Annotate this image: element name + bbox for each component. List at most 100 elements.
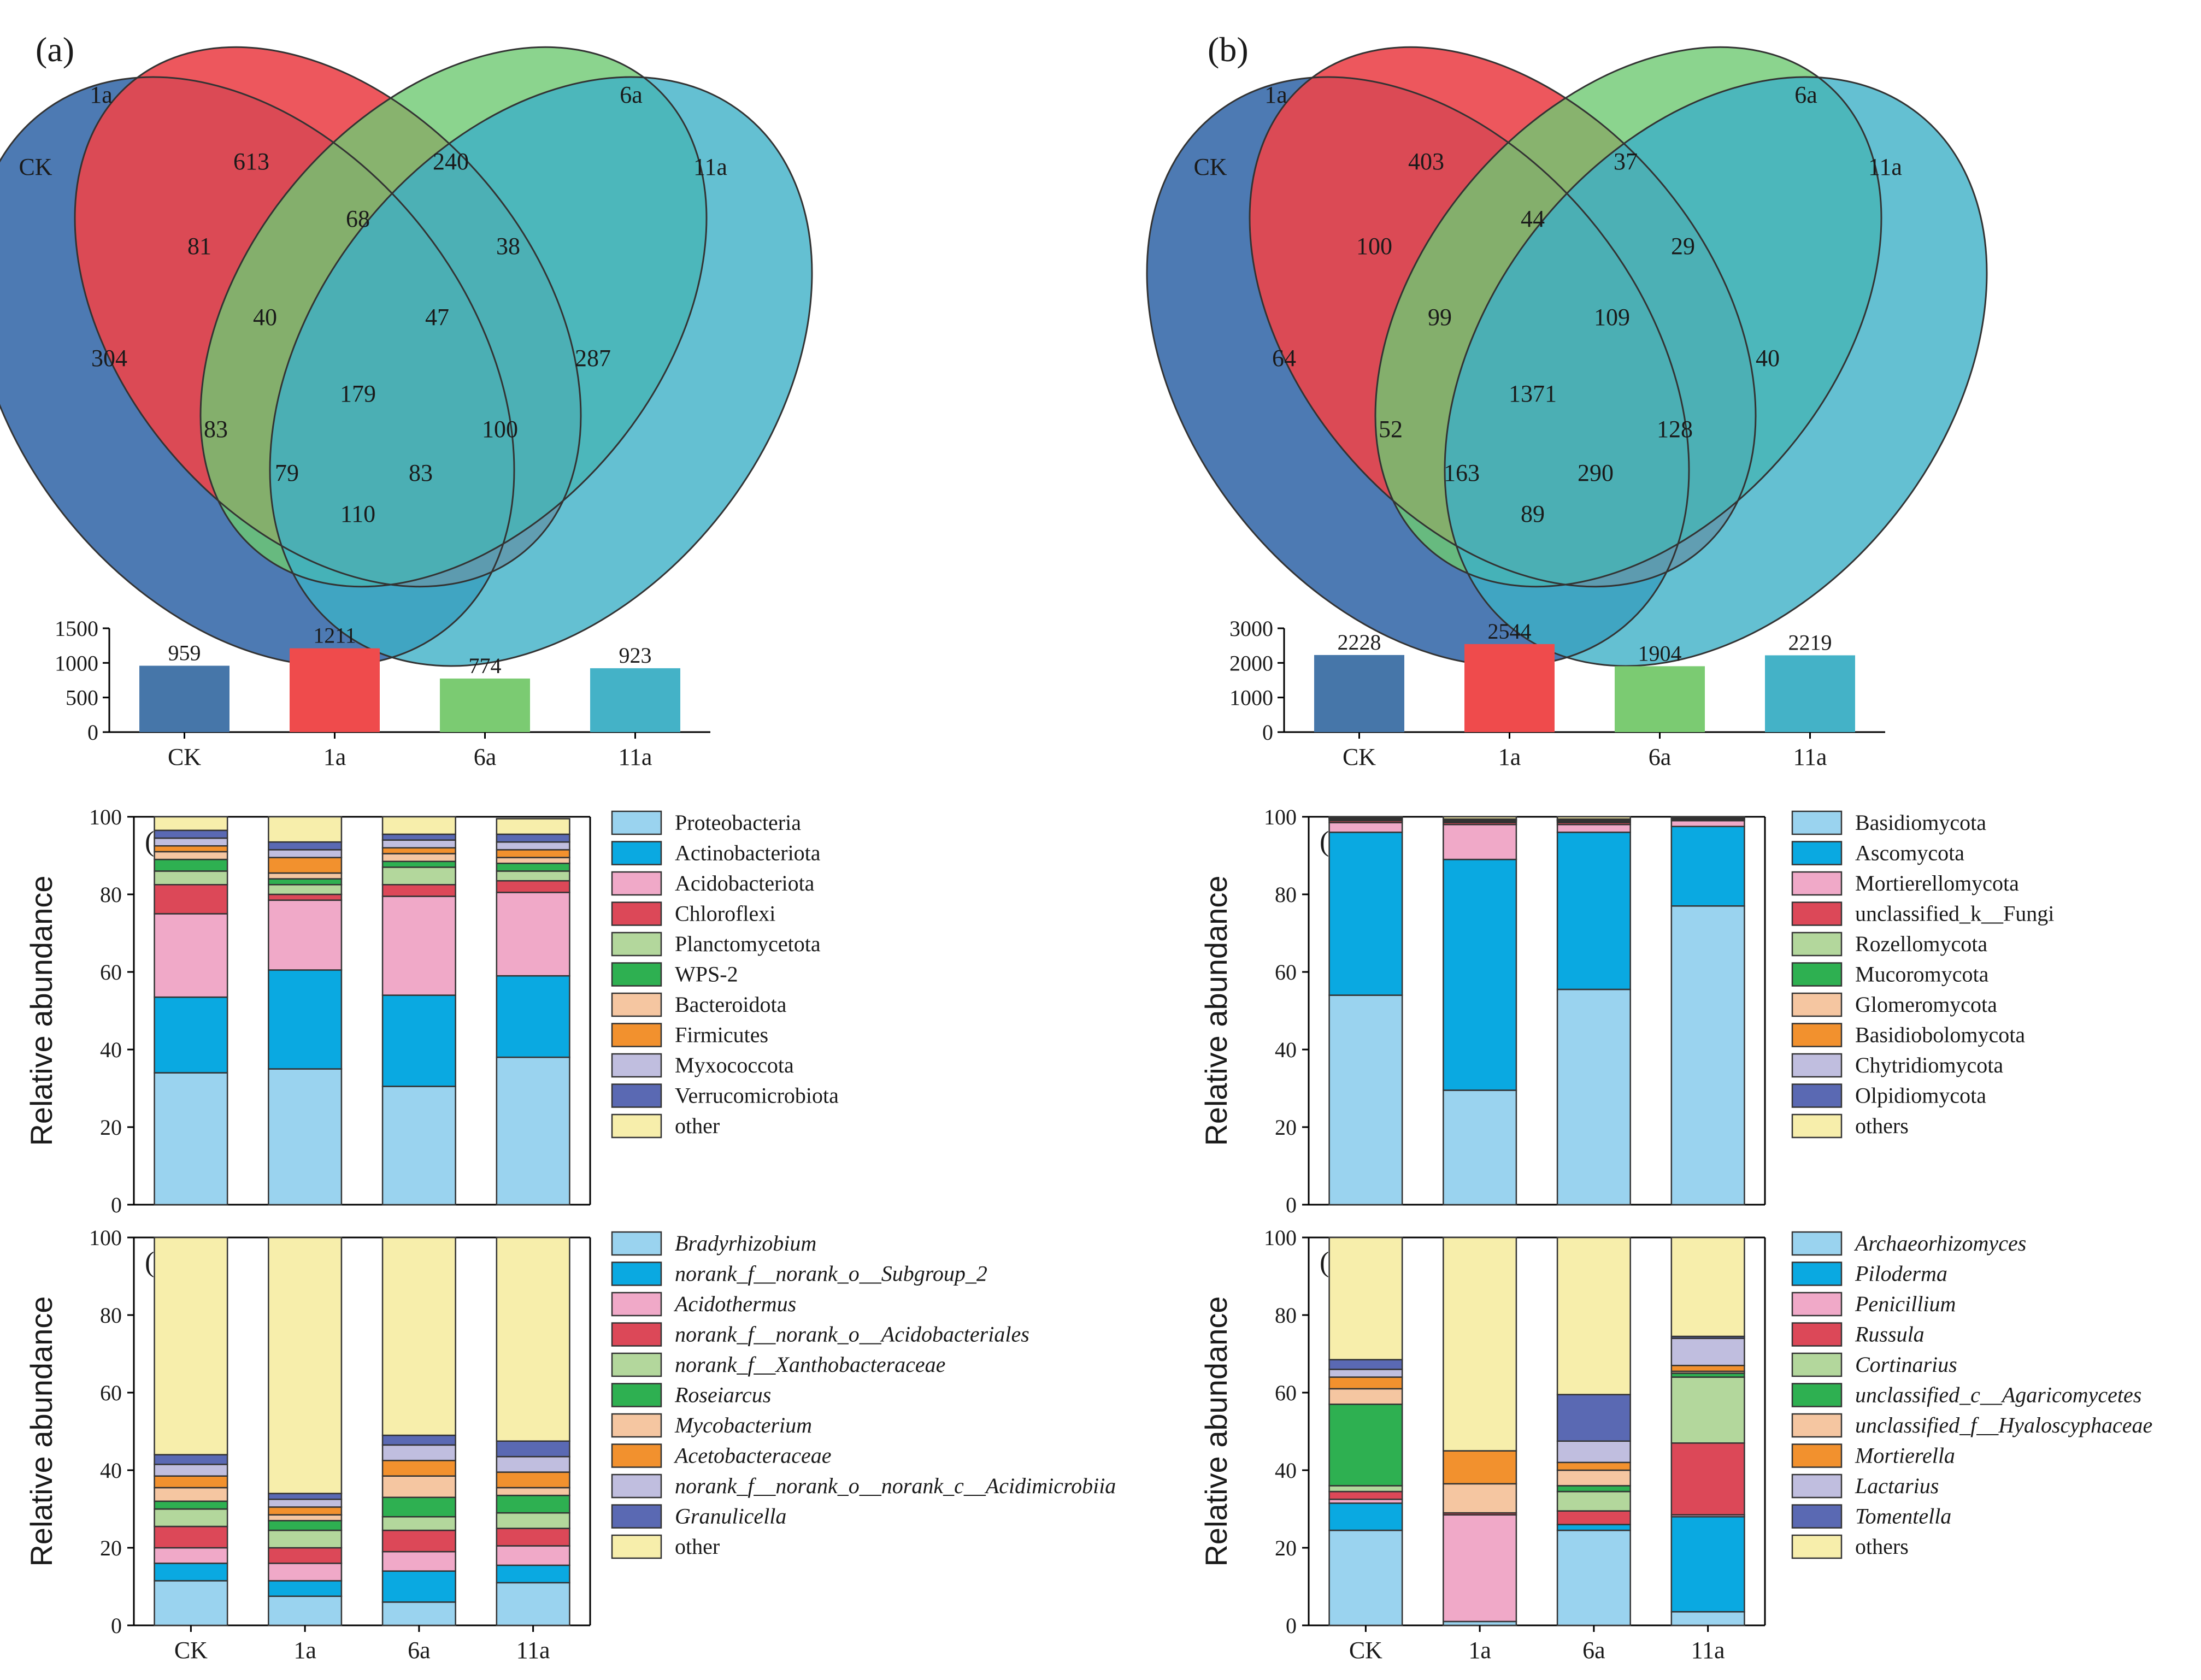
venn-a-label-1a: 1a xyxy=(90,81,113,108)
stack-segment xyxy=(1328,1359,1403,1370)
legend-swatch xyxy=(611,1352,662,1377)
y-tick-label: 40 xyxy=(100,1038,122,1062)
stack-segment xyxy=(496,1487,570,1496)
x-tick-label: CK xyxy=(174,1637,208,1664)
x-tick-label: 11a xyxy=(619,744,652,770)
legend-swatch xyxy=(611,1413,662,1438)
legend-label: unclassified_c__Agaricomycetes xyxy=(1855,1383,2141,1407)
stack-segment xyxy=(1556,1510,1631,1525)
stack-segment xyxy=(268,1068,343,1206)
stack-segment xyxy=(1670,1442,1745,1516)
stack-segment xyxy=(381,1434,456,1446)
stack-segment xyxy=(1670,1611,1745,1626)
stack-segment xyxy=(496,1582,570,1626)
legend-label: others xyxy=(1855,1534,1909,1559)
stack-segment xyxy=(496,1494,570,1514)
legend-label: Mortierellomycota xyxy=(1855,871,2019,895)
x-tick-label: CK xyxy=(168,744,201,770)
legend-label: Glomeromycota xyxy=(1855,992,1997,1017)
stack-segment xyxy=(496,1564,570,1584)
legend-label: Chytridiomycota xyxy=(1855,1053,2003,1077)
legend-swatch xyxy=(611,1443,662,1468)
stack-segment xyxy=(1670,1376,1745,1444)
legend-label: Myxococcota xyxy=(675,1053,794,1077)
stack-segment xyxy=(1443,1483,1517,1514)
stack-segment xyxy=(1670,1516,1745,1613)
y-tick-label: 100 xyxy=(1264,1225,1297,1250)
legend-swatch xyxy=(1791,901,1843,926)
stack-segment xyxy=(1328,1404,1403,1487)
venn-a-count: 47 xyxy=(425,304,449,331)
stack-segment xyxy=(381,833,456,841)
x-tick-label: 1a xyxy=(323,744,346,770)
stack-segment xyxy=(268,969,343,1070)
stack-segment xyxy=(1670,905,1745,1206)
legend-label: WPS-2 xyxy=(675,962,738,987)
stack-segment xyxy=(154,1563,228,1582)
legend-swatch xyxy=(1791,1262,1843,1286)
stack-segment xyxy=(496,1236,570,1442)
legend-swatch xyxy=(1791,1443,1843,1468)
y-axis-label: Relative abundance xyxy=(24,875,58,1146)
legend-swatch xyxy=(611,962,662,987)
stack-segment xyxy=(381,860,456,868)
stack-segment xyxy=(268,884,343,895)
stack-segment xyxy=(381,1475,456,1498)
y-tick-label: 1000 xyxy=(55,651,98,675)
stack-segment xyxy=(496,870,570,882)
stack-segment xyxy=(154,858,228,872)
venn-b-label-1a: 1a xyxy=(1264,81,1287,108)
stack-segment xyxy=(496,880,570,893)
venn-diagram-a: CK 1a 6a 11a 304 613 240 287 81 68 38 40… xyxy=(0,46,813,667)
legend-swatch xyxy=(1791,1292,1843,1317)
legend-label: Penicillium xyxy=(1855,1292,1956,1316)
legend-swatch xyxy=(611,1023,662,1047)
y-axis-label: Relative abundance xyxy=(24,1296,58,1566)
bar-value-label: 2219 xyxy=(1788,630,1832,655)
venn-a-count: 179 xyxy=(340,380,376,407)
legend-swatch xyxy=(611,871,662,896)
bar xyxy=(1765,655,1855,732)
stack-segment xyxy=(1443,1450,1517,1485)
stack-segment xyxy=(268,1514,343,1522)
bar-value-label: 959 xyxy=(168,641,201,665)
venn-a-count: 613 xyxy=(233,148,269,175)
legend-label: Olpidiomycota xyxy=(1855,1083,1986,1108)
venn-b-count: 290 xyxy=(1578,459,1614,486)
legend-label: Acidobacteriota xyxy=(675,871,815,895)
y-axis-label: Relative abundance xyxy=(1199,875,1233,1146)
venn-a-label-11a: 11a xyxy=(693,154,727,180)
venn-a-count: 38 xyxy=(496,233,520,260)
venn-a-label-6a: 6a xyxy=(620,81,643,108)
legend-label: Chloroflexi xyxy=(675,901,775,926)
venn-b-count: 403 xyxy=(1408,148,1444,175)
y-tick-label: 2000 xyxy=(1229,651,1273,675)
x-tick-label: 1a xyxy=(293,1637,316,1664)
venn-b-11a-ellipse xyxy=(1445,77,1987,666)
stack-segment xyxy=(496,1471,570,1489)
stack-segment xyxy=(1556,1469,1631,1487)
venn-a-count: 83 xyxy=(409,459,433,486)
legend-label: Granulicella xyxy=(675,1504,786,1529)
venn-a-count: 110 xyxy=(340,500,375,527)
stack-segment xyxy=(1328,1529,1403,1626)
stack-segment xyxy=(268,1580,343,1598)
totals-bar-chart-b: 0 1000 2000 3000 2228 CK 2544 1a 1904 6a 2219 11a xyxy=(1229,616,1885,770)
totals-bar-chart-a: 0 500 1000 1500 959 CK 1211 1a 774 6a 923 11a xyxy=(55,616,710,770)
stack-segment xyxy=(381,1460,456,1477)
legend-swatch xyxy=(611,1113,662,1139)
legend-label: Russula xyxy=(1855,1322,1925,1347)
x-tick-label: CK xyxy=(1349,1637,1382,1664)
stack-segment xyxy=(268,893,343,901)
legend-label: Mycobacterium xyxy=(674,1413,812,1437)
stack-segment xyxy=(381,1086,456,1206)
stack-segment xyxy=(381,816,456,835)
y-tick-label: 0 xyxy=(111,1193,122,1217)
y-tick-label: 100 xyxy=(89,1225,122,1250)
legend-swatch xyxy=(1791,962,1843,987)
legend-swatch xyxy=(1791,1352,1843,1377)
stack-segment xyxy=(496,818,570,835)
stack-segment xyxy=(268,899,343,971)
stack-segment xyxy=(381,853,456,862)
